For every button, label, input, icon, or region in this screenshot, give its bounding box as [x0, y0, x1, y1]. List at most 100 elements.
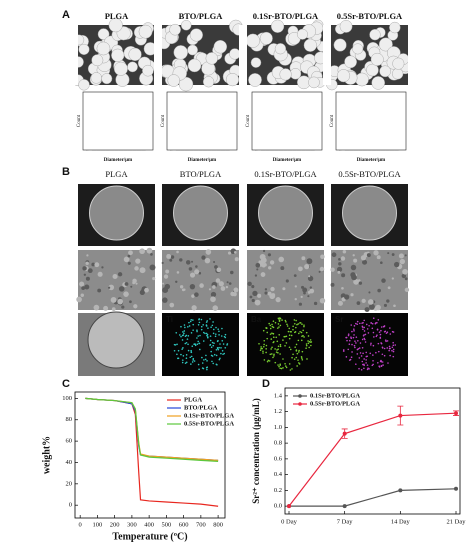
eds-dot — [392, 341, 394, 344]
texture — [254, 299, 261, 306]
eds-dot — [350, 356, 353, 359]
microsphere — [78, 79, 90, 91]
eds-dot — [384, 330, 387, 333]
texture — [81, 286, 86, 290]
histogram-xlabel: Diameter/μm — [104, 158, 133, 163]
eds-dot — [261, 347, 263, 350]
texture — [79, 281, 85, 287]
texture — [269, 260, 275, 265]
eds-dot — [376, 334, 378, 337]
texture — [179, 285, 184, 289]
histogram-frame — [166, 91, 238, 151]
eds-dot — [342, 349, 345, 351]
eds-dot — [348, 343, 351, 346]
texture — [298, 302, 302, 306]
eds-dot — [392, 348, 395, 351]
texture — [251, 298, 255, 303]
eds-dot — [358, 367, 360, 370]
y-axis-label: weight% — [41, 436, 52, 474]
eds-dot — [272, 326, 275, 329]
eds-dot — [273, 341, 275, 343]
photo-clip — [239, 25, 247, 85]
eds-dot — [357, 348, 360, 350]
eds-dot — [362, 363, 364, 366]
texture — [195, 265, 198, 268]
eds-dot — [263, 359, 266, 361]
eds-dot — [369, 352, 372, 355]
eds-dot — [288, 346, 291, 349]
series-line — [288, 412, 457, 507]
eds-dot — [355, 363, 357, 365]
texture — [249, 295, 253, 299]
histogram-frame — [82, 91, 154, 151]
eds-dot — [295, 356, 298, 359]
eds-dot — [205, 332, 208, 335]
texture — [342, 250, 347, 254]
photo-clip — [154, 25, 162, 85]
microsphere — [229, 48, 241, 60]
element-label: Ba — [251, 315, 262, 324]
eds-dot — [279, 367, 281, 370]
eds-dot — [346, 339, 348, 342]
texture — [306, 258, 313, 265]
texture — [85, 261, 89, 266]
eds-dot — [391, 346, 394, 349]
panel-label: D — [262, 378, 270, 390]
eds-dot — [355, 342, 357, 344]
eds-dot — [181, 334, 184, 337]
eds-dot — [284, 344, 286, 347]
eds-dot — [268, 360, 271, 362]
eds-dot — [187, 349, 190, 352]
texture — [261, 264, 266, 268]
sem-sphere — [173, 185, 228, 241]
eds-dot — [353, 330, 355, 332]
eds-dot — [206, 368, 208, 371]
legend-label: 0.1Sr-BTO/PLGA — [310, 392, 360, 399]
x-tick-label: 0 Day — [281, 518, 297, 525]
texture — [391, 253, 395, 256]
x-tick-label: 100 — [93, 521, 103, 528]
eds-dot — [179, 334, 181, 336]
eds-dot — [377, 350, 380, 353]
eds-dot — [184, 335, 187, 338]
eds-dot — [187, 335, 190, 337]
eds-dot — [190, 318, 193, 321]
eds-dot — [351, 351, 353, 353]
texture — [175, 280, 178, 283]
texture — [101, 266, 104, 269]
y-tick-label: 40 — [66, 459, 73, 466]
eds-dot — [266, 337, 269, 340]
eds-dot — [272, 336, 275, 339]
y-tick-label: 1.2 — [274, 408, 282, 415]
texture — [82, 266, 87, 271]
eds-dot — [307, 335, 310, 337]
eds-dot — [198, 368, 200, 371]
eds-dot — [383, 347, 386, 350]
texture — [133, 304, 138, 309]
eds-dot — [310, 341, 313, 343]
microsphere — [108, 18, 123, 33]
eds-dot — [392, 350, 395, 353]
eds-dot — [277, 364, 279, 366]
texture — [162, 282, 165, 285]
texture — [337, 270, 341, 274]
texture — [282, 287, 286, 291]
eds-dot — [184, 326, 186, 329]
texture — [86, 254, 89, 257]
texture — [260, 272, 266, 277]
eds-dot — [218, 334, 220, 336]
texture — [194, 292, 199, 297]
eds-dot — [290, 334, 293, 337]
microsphere — [333, 38, 347, 52]
eds-dot — [372, 331, 375, 334]
texture — [337, 300, 343, 306]
texture — [377, 288, 381, 293]
eds-dot — [212, 328, 215, 331]
eds-dot — [277, 345, 280, 348]
texture — [338, 262, 342, 266]
texture — [169, 258, 173, 262]
texture — [367, 299, 374, 305]
texture — [139, 289, 145, 296]
eds-dot — [362, 328, 364, 331]
eds-dot — [219, 357, 221, 360]
